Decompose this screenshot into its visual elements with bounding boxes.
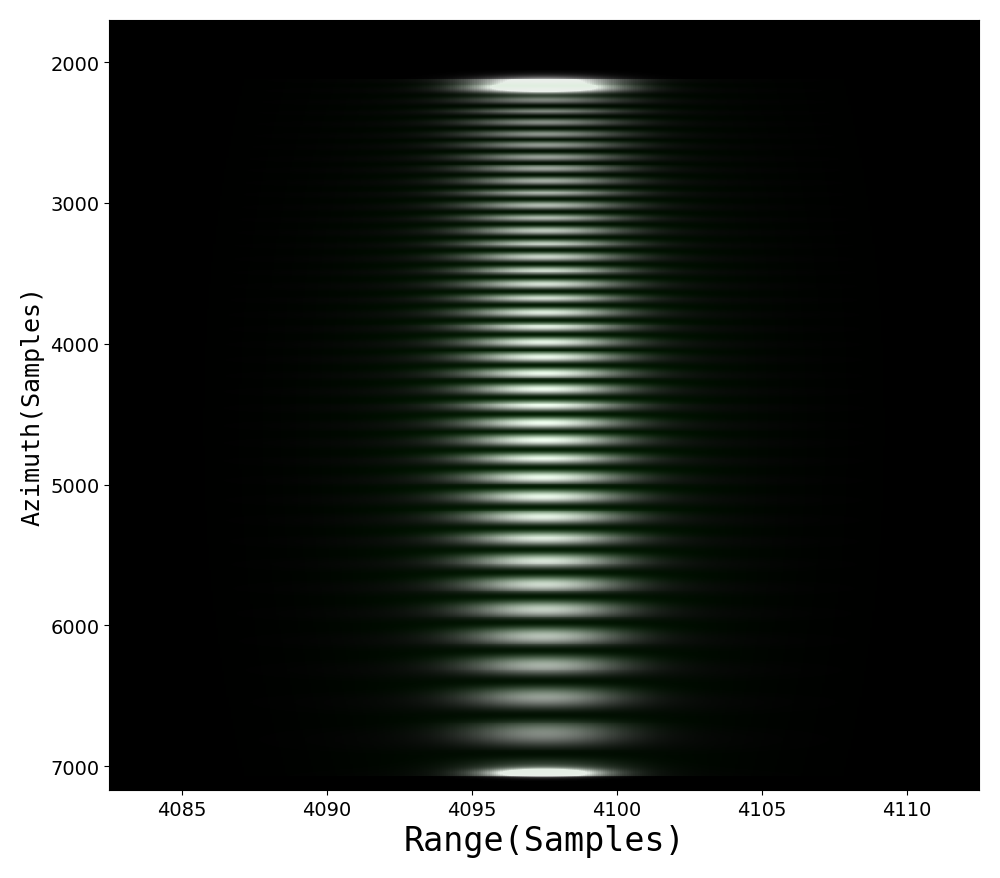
- X-axis label: Range(Samples): Range(Samples): [403, 824, 685, 857]
- Y-axis label: Azimuth(Samples): Azimuth(Samples): [21, 285, 45, 525]
